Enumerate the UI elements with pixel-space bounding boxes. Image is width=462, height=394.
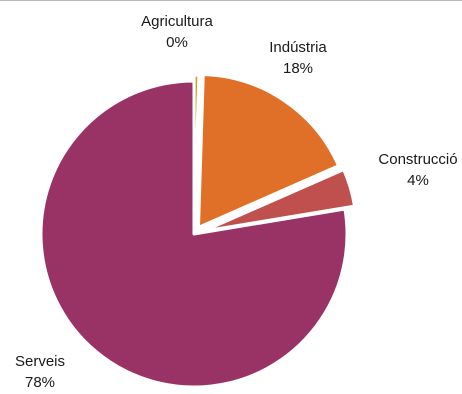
pie-labels: Agricultura 0% Indústria 18% Construcció 4% Se…: [15, 13, 458, 391]
pie-slice-serveis: [39, 79, 349, 389]
pie-slice-industria: [196, 72, 341, 229]
pie-slices: [39, 72, 357, 389]
slice-percent-industria: 18%: [283, 60, 313, 77]
slice-percent-construccio: 4%: [407, 172, 429, 189]
slice-percent-agricultura: 0%: [166, 34, 188, 51]
slice-label-construccio: Construcció: [378, 151, 457, 168]
slice-percent-serveis: 78%: [25, 374, 55, 391]
pie-slice-construccio: [202, 168, 357, 233]
top-rule: [0, 0, 462, 1]
slice-label-industria: Indústria: [269, 39, 327, 56]
slice-label-serveis: Serveis: [15, 353, 65, 370]
slice-label-agricultura: Agricultura: [141, 13, 213, 30]
